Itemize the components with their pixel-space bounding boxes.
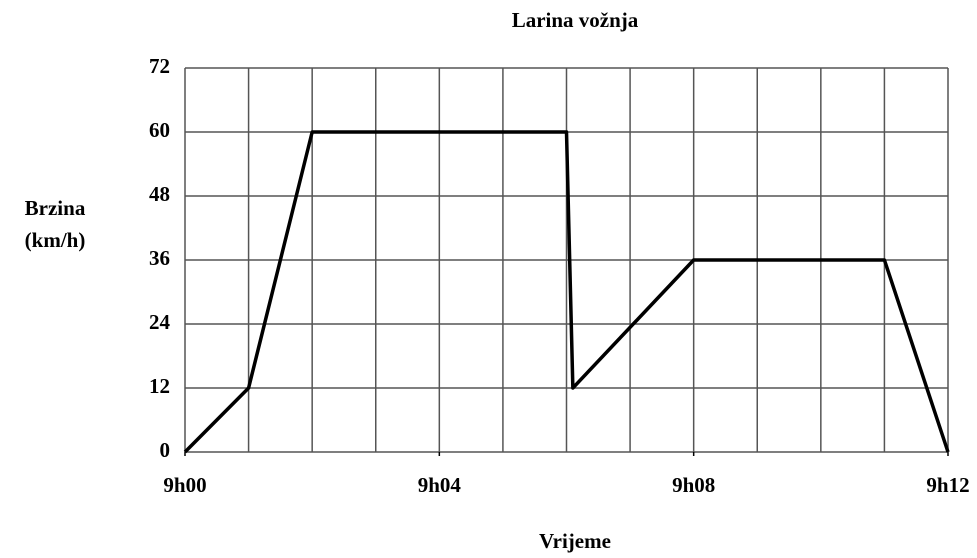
y-tick-label: 48 (149, 182, 170, 206)
y-tick-label: 24 (149, 310, 171, 334)
y-tick-label: 36 (149, 246, 170, 270)
x-tick-label: 9h12 (926, 473, 969, 497)
x-tick-label: 9h04 (418, 473, 462, 497)
y-axis-label: Brzina (25, 196, 86, 220)
line (183, 130, 950, 454)
y-axis-label: (km/h) (25, 228, 86, 252)
y-tick-label: 60 (149, 118, 170, 142)
x-axis-label: Vrijeme (539, 529, 611, 553)
y-tick-label: 0 (160, 438, 171, 462)
chart-title: Larina vožnja (512, 8, 639, 32)
x-tick-label: 9h00 (163, 473, 206, 497)
x-tick-label: 9h08 (672, 473, 715, 497)
y-tick-label: 12 (149, 374, 170, 398)
y-tick-label: 72 (149, 54, 170, 78)
